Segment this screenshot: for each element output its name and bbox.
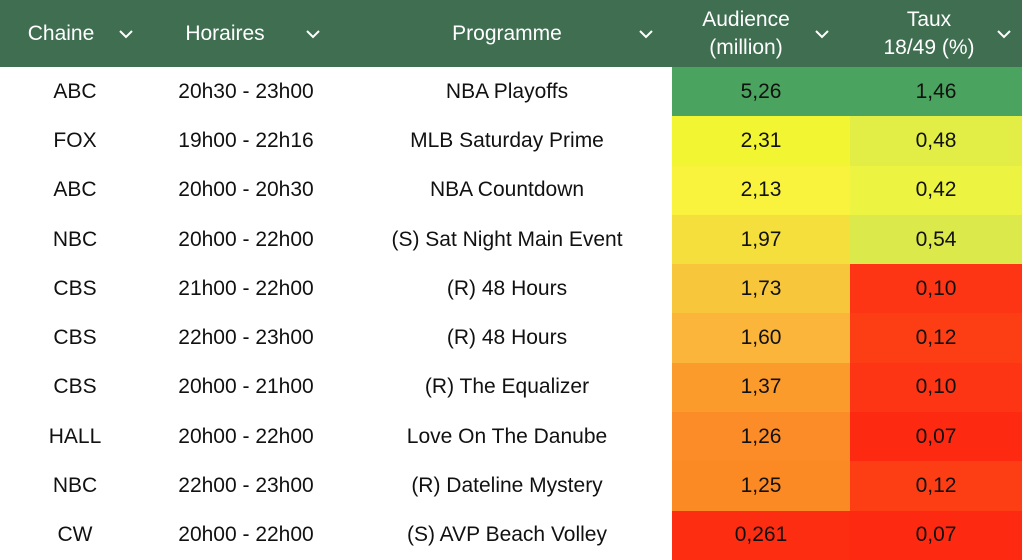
cell-audience: 1,97 xyxy=(672,214,850,265)
cell-chaine: ABC xyxy=(53,79,97,103)
cell-horaires: 20h00 - 22h00 xyxy=(178,424,314,448)
table-row: CBS 21h00 - 22h00 (R) 48 Hours 1,73 0,10 xyxy=(0,264,1022,314)
cell-programme: NBA Playoffs xyxy=(445,79,569,103)
cell-chaine: HALL xyxy=(48,424,102,448)
cell-taux: 0,10 xyxy=(850,264,1022,314)
cell-taux: 0,07 xyxy=(850,412,1022,462)
chevron-down-icon[interactable] xyxy=(996,26,1012,42)
cell-horaires: 20h00 - 22h00 xyxy=(178,227,314,251)
cell-audience: 2,13 xyxy=(672,165,850,215)
cell-programme: MLB Saturday Prime xyxy=(410,128,604,152)
cell-horaires: 22h00 - 23h00 xyxy=(178,326,314,350)
column-header-taux[interactable]: Taux 18/49 (%) xyxy=(850,0,1022,67)
cell-programme: (R) The Equalizer xyxy=(424,375,590,399)
cell-chaine: NBC xyxy=(52,227,98,251)
cell-programme: (R) Dateline Mystery xyxy=(411,474,603,498)
header-row: Chaine Horaires Programme Audience xyxy=(0,0,1022,67)
cell-audience: 1,37 xyxy=(672,362,850,413)
cell-programme: (S) AVP Beach Volley xyxy=(406,523,607,547)
cell-taux: 0,48 xyxy=(850,116,1022,166)
cell-horaires: 20h30 - 23h00 xyxy=(178,79,314,103)
table-row: NBC 20h00 - 22h00 (S) Sat Night Main Event… xyxy=(0,214,1022,265)
table-row: ABC 20h30 - 23h00 NBA Playoffs 5,26 1,46 xyxy=(0,67,1022,117)
cell-horaires: 20h00 - 22h00 xyxy=(178,523,314,547)
column-header-label: Chaine xyxy=(27,21,95,45)
cell-audience: 1,25 xyxy=(672,461,850,511)
table-row: HALL 20h00 - 22h00 Love On The Danube 1,26 0… xyxy=(0,412,1022,462)
column-header-label-line1: Audience xyxy=(702,7,790,31)
cell-programme: NBA Countdown xyxy=(429,178,585,202)
cell-audience: 1,26 xyxy=(672,412,850,462)
cell-horaires: 20h00 - 20h30 xyxy=(178,178,314,202)
column-header-chaine[interactable]: Chaine xyxy=(0,0,150,67)
column-header-label-line1: Taux xyxy=(906,7,952,31)
chevron-down-icon[interactable] xyxy=(814,26,830,42)
cell-audience: 2,31 xyxy=(672,116,850,166)
column-header-horaires[interactable]: Horaires xyxy=(150,0,342,67)
table-row: CBS 22h00 - 23h00 (R) 48 Hours 1,60 0,12 xyxy=(0,313,1022,363)
cell-audience: 1,73 xyxy=(672,264,850,314)
chevron-down-icon[interactable] xyxy=(118,26,134,42)
cell-horaires: 19h00 - 22h16 xyxy=(178,128,314,152)
cell-programme: Love On The Danube xyxy=(406,424,608,448)
cell-horaires: 20h00 - 21h00 xyxy=(178,375,314,399)
cell-chaine: CW xyxy=(57,523,93,547)
cell-chaine: FOX xyxy=(53,128,97,152)
table-body: ABC 20h30 - 23h00 NBA Playoffs 5,26 1,46 FOX 1… xyxy=(0,67,1022,560)
cell-chaine: CBS xyxy=(53,276,97,300)
cell-horaires: 21h00 - 22h00 xyxy=(178,276,314,300)
cell-audience: 5,26 xyxy=(672,67,850,117)
cell-taux: 0,12 xyxy=(850,313,1022,363)
cell-horaires: 22h00 - 23h00 xyxy=(178,474,314,498)
cell-taux: 0,10 xyxy=(850,362,1022,413)
cell-taux: 0,07 xyxy=(850,510,1022,560)
column-header-label: Taux 18/49 (%) xyxy=(883,6,974,62)
cell-chaine: NBC xyxy=(52,474,98,498)
chevron-down-icon[interactable] xyxy=(305,26,321,42)
chevron-down-icon[interactable] xyxy=(638,26,654,42)
cell-audience: 0,261 xyxy=(672,510,850,560)
cell-taux: 0,12 xyxy=(850,461,1022,511)
cell-taux: 1,46 xyxy=(850,67,1022,117)
table-row: CBS 20h00 - 21h00 (R) The Equalizer 1,37 0,1… xyxy=(0,362,1022,413)
cell-audience: 1,60 xyxy=(672,313,850,363)
table-row: NBC 22h00 - 23h00 (R) Dateline Mystery 1,25… xyxy=(0,461,1022,511)
cell-chaine: CBS xyxy=(53,375,97,399)
column-header-audience[interactable]: Audience (million) xyxy=(672,0,850,67)
table-row: CW 20h00 - 22h00 (S) AVP Beach Volley 0,261… xyxy=(0,510,1022,560)
column-header-programme[interactable]: Programme xyxy=(342,0,672,67)
table-header: Chaine Horaires Programme Audience xyxy=(0,0,1022,67)
cell-chaine: ABC xyxy=(53,178,97,202)
column-header-label-line2: (million) xyxy=(709,35,783,59)
cell-programme: (S) Sat Night Main Event xyxy=(391,227,623,251)
table-row: FOX 19h00 - 22h16 MLB Saturday Prime 2,31 0,… xyxy=(0,116,1022,166)
cell-programme: (R) 48 Hours xyxy=(446,326,568,350)
column-header-label: Horaires xyxy=(185,21,265,45)
cell-taux: 0,54 xyxy=(850,214,1022,265)
table-row: ABC 20h00 - 20h30 NBA Countdown 2,13 0,42 xyxy=(0,165,1022,215)
cell-taux: 0,42 xyxy=(850,165,1022,215)
cell-programme: (R) 48 Hours xyxy=(446,276,568,300)
cell-chaine: CBS xyxy=(53,326,97,350)
column-header-label: Audience (million) xyxy=(702,6,790,62)
column-header-label: Programme xyxy=(452,21,562,45)
column-header-label-line2: 18/49 (%) xyxy=(883,35,975,59)
